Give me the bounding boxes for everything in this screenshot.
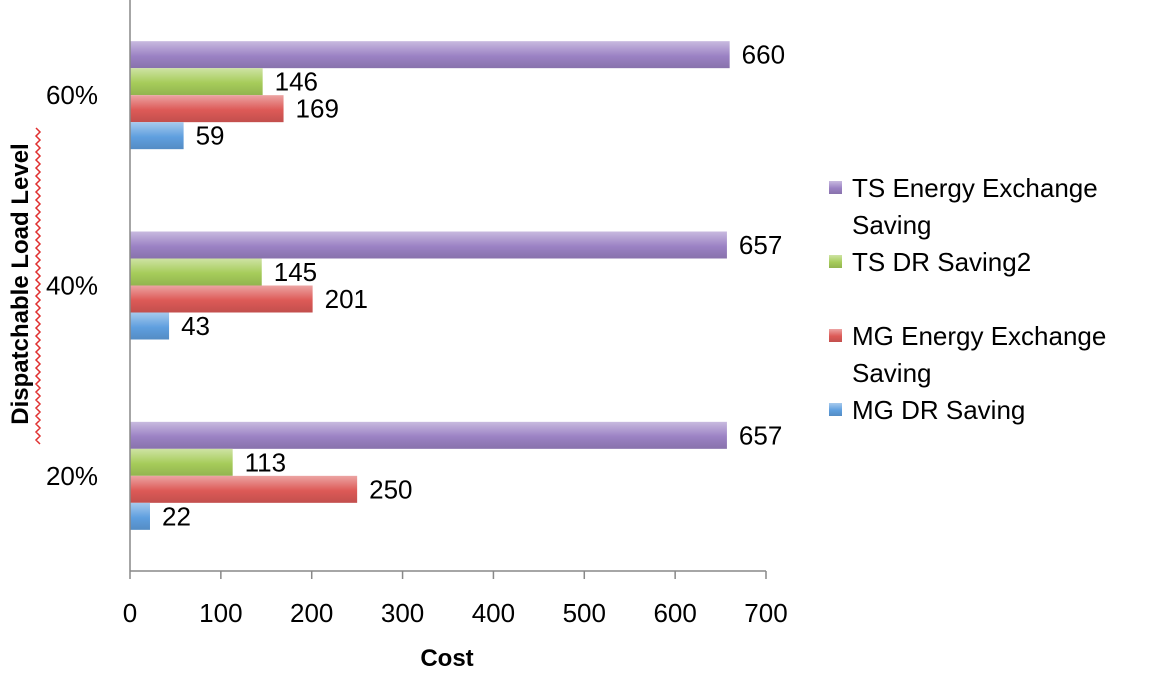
legend-label-ts-energy-exchange-saving: TS Energy Exchange Saving bbox=[852, 173, 1098, 240]
legend: TS Energy Exchange Saving TS DR Saving2 MG … bbox=[829, 173, 1106, 425]
data-label: 145 bbox=[274, 257, 317, 287]
data-label: 250 bbox=[369, 474, 412, 504]
legend-swatch-ts-energy-exchange-saving bbox=[829, 181, 842, 194]
bar-mg-energy-exchange-saving bbox=[130, 475, 358, 503]
data-label: 146 bbox=[275, 67, 318, 97]
bar-mg-energy-exchange-saving bbox=[130, 285, 313, 313]
bar-mg-dr-saving bbox=[130, 122, 184, 150]
y-axis-title: Dispatchable Load Level bbox=[7, 143, 34, 424]
y-category-label: 20% bbox=[46, 461, 98, 491]
legend-swatch-ts-dr-saving2 bbox=[829, 255, 842, 268]
data-label: 657 bbox=[739, 230, 782, 260]
legend-label-mg-energy-exchange-saving: MG Energy Exchange Saving bbox=[852, 321, 1106, 388]
data-label: 59 bbox=[196, 121, 225, 151]
x-tick-label: 200 bbox=[290, 598, 333, 628]
data-label: 169 bbox=[296, 94, 339, 124]
legend-label-mg-dr-saving: MG DR Saving bbox=[852, 395, 1025, 425]
legend-label-ts-dr-saving2: TS DR Saving2 bbox=[852, 247, 1031, 277]
x-tick-label: 500 bbox=[563, 598, 606, 628]
x-ticks: 0 100 200 300 400 500 600 700 bbox=[123, 571, 788, 628]
x-tick-label: 700 bbox=[744, 598, 787, 628]
x-tick-label: 600 bbox=[653, 598, 696, 628]
bar-mg-energy-exchange-saving bbox=[130, 95, 284, 123]
bar-ts-energy-exchange-saving bbox=[130, 231, 727, 259]
x-tick-label: 0 bbox=[123, 598, 137, 628]
bar-mg-dr-saving bbox=[130, 312, 170, 340]
data-label: 22 bbox=[162, 501, 191, 531]
data-label: 201 bbox=[325, 284, 368, 314]
data-label: 43 bbox=[181, 311, 210, 341]
bars-layer bbox=[130, 41, 730, 530]
bar-ts-energy-exchange-saving bbox=[130, 41, 730, 69]
x-tick-label: 300 bbox=[381, 598, 424, 628]
bar-ts-dr-saving2 bbox=[130, 68, 263, 96]
axis-layer bbox=[129, 0, 766, 572]
category-labels: 60% 40% 20% bbox=[46, 80, 98, 491]
ylabel-squiggle bbox=[34, 127, 42, 445]
y-category-label: 40% bbox=[46, 271, 98, 301]
data-label: 113 bbox=[245, 447, 286, 477]
data-label: 660 bbox=[742, 40, 785, 70]
bar-ts-dr-saving2 bbox=[130, 258, 262, 286]
bar-ts-energy-exchange-saving bbox=[130, 421, 727, 449]
x-tick-label: 100 bbox=[199, 598, 242, 628]
legend-swatch-mg-energy-exchange-saving bbox=[829, 329, 842, 342]
legend-swatch-mg-dr-saving bbox=[829, 403, 842, 416]
bar-mg-dr-saving bbox=[130, 502, 150, 530]
y-category-label: 60% bbox=[46, 80, 98, 110]
x-axis-title: Cost bbox=[420, 645, 473, 672]
x-tick-label: 400 bbox=[472, 598, 515, 628]
data-label: 657 bbox=[739, 420, 782, 450]
bar-ts-dr-saving2 bbox=[130, 448, 233, 476]
